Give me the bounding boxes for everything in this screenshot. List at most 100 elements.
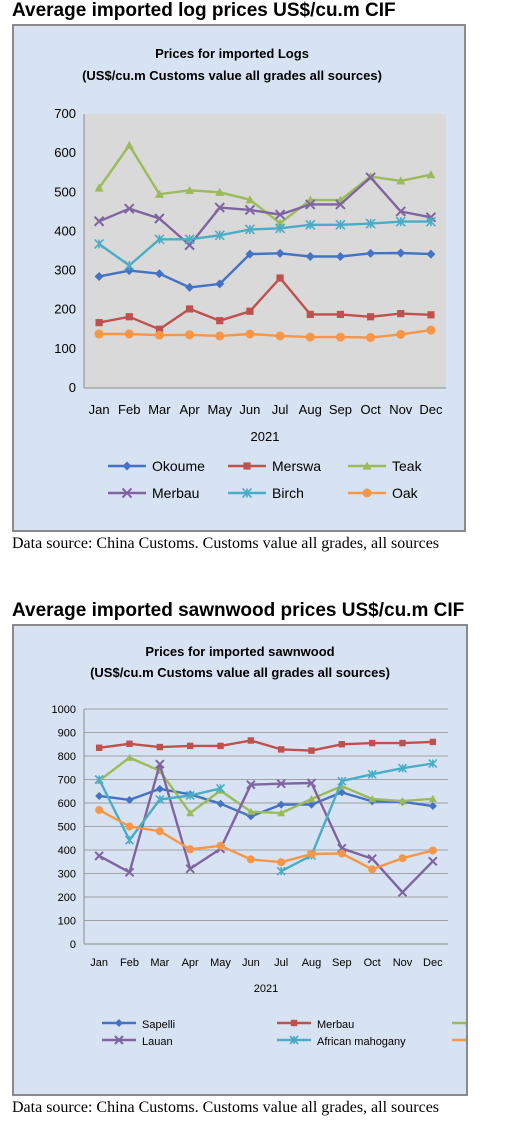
- x-tick-label: Jul: [272, 402, 289, 417]
- data-point: [94, 329, 104, 339]
- data-point: [216, 799, 225, 808]
- data-point: [244, 224, 255, 235]
- data-point: [305, 199, 316, 210]
- y-tick-label: 800: [58, 751, 76, 763]
- data-point: [335, 219, 346, 230]
- series-line: [98, 176, 432, 247]
- data-point: [366, 248, 376, 258]
- series-line: [99, 787, 433, 818]
- legend-item: Merbau: [108, 485, 199, 501]
- data-point: [156, 743, 164, 751]
- y-tick-label: 300: [58, 869, 76, 881]
- data-point: [246, 807, 255, 815]
- legend-marker: [241, 487, 253, 499]
- x-tick-label: Sep: [329, 402, 352, 417]
- series-oak: [95, 806, 437, 874]
- data-point: [245, 329, 255, 339]
- y-tick-label: 700: [58, 775, 76, 787]
- legend-marker: [290, 1019, 298, 1027]
- data-point: [215, 331, 225, 341]
- data-point: [185, 282, 195, 292]
- data-point: [305, 219, 316, 230]
- data-point: [337, 776, 347, 786]
- data-point: [215, 279, 225, 289]
- data-point: [277, 746, 285, 753]
- data-point: [395, 216, 406, 227]
- data-point: [216, 317, 224, 325]
- chart-subtitle: (US$/cu.m Customs value all grades all s…: [82, 68, 382, 83]
- data-point: [368, 795, 377, 803]
- x-tick-label: Apr: [182, 957, 199, 969]
- y-tick-label: 600: [58, 798, 76, 810]
- data-point: [245, 249, 255, 259]
- data-point: [275, 331, 285, 341]
- data-point: [398, 797, 407, 805]
- log-prices-heading: Average imported log prices US$/cu.m CIF: [12, 0, 396, 21]
- chart-title: Prices for imported sawnwood: [145, 644, 334, 659]
- data-point: [399, 739, 406, 747]
- x-tick-label: Aug: [299, 402, 322, 417]
- data-point: [125, 822, 134, 831]
- data-point: [308, 747, 315, 754]
- data-point: [274, 209, 286, 220]
- data-point: [429, 738, 437, 746]
- log-prices-chart-panel: Prices for imported Logs (US$/cu.m Custom…: [12, 24, 466, 532]
- data-point: [306, 778, 317, 788]
- x-tick-label: Jan: [90, 957, 108, 969]
- series-line: [99, 739, 433, 752]
- legend-item: Teak: [348, 458, 423, 474]
- series-line: [98, 756, 433, 815]
- legend-label: Sapelli: [142, 1019, 175, 1031]
- data-point: [94, 238, 105, 250]
- legend-item: Oak: [348, 485, 419, 501]
- data-point: [154, 213, 165, 224]
- data-point: [154, 269, 164, 279]
- data-point: [337, 849, 346, 858]
- chart-subtitle: (US$/cu.m Customs value all grades all s…: [90, 665, 390, 680]
- legend-item: Birch: [228, 485, 304, 501]
- data-point: [124, 140, 134, 149]
- y-tick-label: 500: [58, 822, 76, 834]
- data-point: [367, 853, 377, 864]
- data-point: [396, 329, 406, 339]
- data-point: [95, 744, 103, 751]
- data-point: [275, 218, 285, 227]
- series-line: [98, 276, 431, 331]
- data-point: [185, 330, 195, 340]
- legend-marker: [121, 487, 133, 499]
- y-tick-label: 100: [54, 341, 76, 356]
- data-point: [125, 753, 134, 761]
- data-point: [155, 759, 165, 769]
- x-tick-label: Apr: [179, 402, 200, 417]
- data-point: [277, 858, 286, 867]
- x-tick-label: May: [210, 957, 231, 969]
- data-point: [215, 783, 226, 793]
- data-point: [428, 794, 437, 802]
- series-oak: [94, 325, 436, 343]
- legend-item: Lauan: [102, 1035, 173, 1048]
- series-merbau: [93, 172, 437, 251]
- data-point: [335, 199, 346, 210]
- data-point: [397, 763, 408, 773]
- data-point: [124, 260, 135, 271]
- x-tick-label: Nov: [393, 957, 413, 969]
- legend-item: Merswa: [228, 458, 321, 474]
- sawnwood-prices-chart: Prices for imported sawnwood (US$/cu.m Cu…: [52, 644, 514, 1048]
- data-point: [275, 248, 285, 258]
- data-point: [125, 795, 134, 804]
- data-point: [124, 329, 134, 339]
- sawnwood-prices-source-note: Data source: China Customs. Customs valu…: [12, 1099, 440, 1116]
- data-point: [366, 333, 376, 343]
- data-point: [126, 740, 133, 747]
- y-tick-label: 600: [54, 145, 76, 160]
- x-tick-label: Nov: [389, 402, 413, 417]
- data-point: [185, 185, 195, 194]
- data-point: [124, 266, 134, 276]
- data-point: [217, 742, 224, 750]
- data-point: [367, 769, 377, 779]
- x-tick-label: Sep: [332, 957, 352, 969]
- data-point: [247, 737, 255, 744]
- legend-item: Teak: [452, 1019, 514, 1031]
- y-tick-label: 500: [54, 184, 76, 199]
- y-tick-label: 100: [58, 916, 76, 928]
